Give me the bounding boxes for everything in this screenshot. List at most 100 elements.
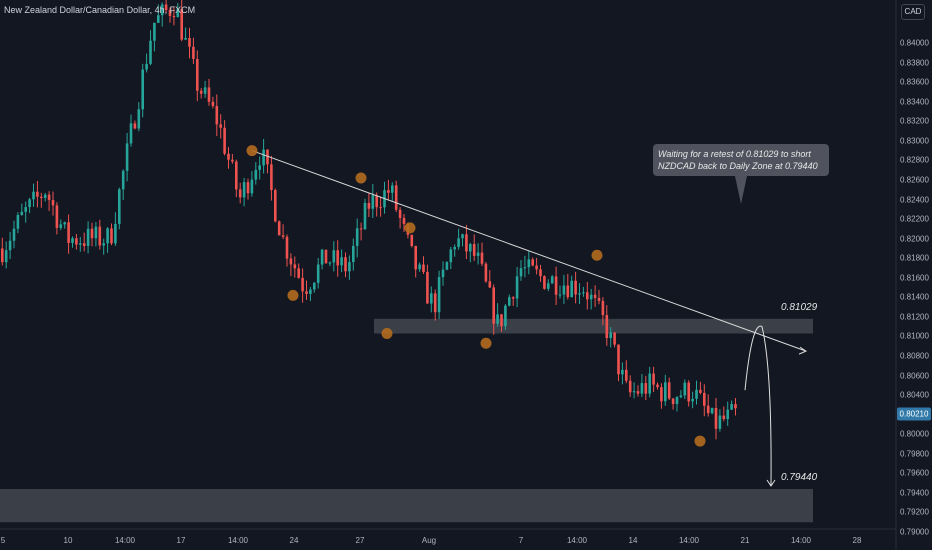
trade-note-callout[interactable]: Waiting for a retest of 0.81029 to short… xyxy=(653,144,829,176)
candle-body xyxy=(90,228,94,239)
candle-body xyxy=(687,382,690,402)
candle-body xyxy=(219,124,222,128)
swing-point-marker xyxy=(480,337,492,349)
candle-body xyxy=(98,226,102,246)
time-tick-label: 28 xyxy=(852,536,862,545)
candle-body xyxy=(75,238,78,245)
candle-body xyxy=(726,409,729,420)
candle-body xyxy=(203,87,207,94)
lower-level-label: 0.79440 xyxy=(781,471,818,483)
candle-body xyxy=(47,194,51,201)
candle-body xyxy=(621,369,624,375)
candle-body xyxy=(231,159,234,162)
time-tick-label: 14 xyxy=(628,536,638,545)
candle-body xyxy=(145,63,148,70)
candle-body xyxy=(371,195,375,209)
time-tick-label: 7 xyxy=(518,536,524,545)
price-tick-label: 0.80000 xyxy=(900,429,929,439)
candle-body xyxy=(363,202,367,230)
candle-body xyxy=(67,222,70,243)
candle-body xyxy=(184,37,187,40)
time-tick-label: 27 xyxy=(355,536,365,545)
candle-body xyxy=(484,263,488,282)
candle-body xyxy=(699,389,702,393)
candle-body xyxy=(180,8,183,40)
candle-body xyxy=(636,391,640,394)
candle-body xyxy=(215,106,219,125)
candle-body xyxy=(671,398,675,405)
time-tick-label: Aug xyxy=(421,536,437,545)
candle-body xyxy=(691,398,694,402)
candle-body xyxy=(199,90,203,94)
candle-body xyxy=(387,190,390,193)
candle-body xyxy=(106,228,109,244)
candle-body xyxy=(476,252,480,256)
candle-body xyxy=(79,243,82,245)
candle-body xyxy=(652,373,655,385)
candle-body xyxy=(332,250,336,263)
candle-body xyxy=(617,344,620,375)
candle-body xyxy=(445,262,449,270)
candle-body xyxy=(192,46,195,59)
candle-body xyxy=(242,182,246,198)
candle-body xyxy=(20,211,24,216)
projected-path xyxy=(744,325,772,485)
candle-body xyxy=(71,238,74,243)
price-tick-label: 0.83800 xyxy=(900,58,929,68)
price-tick-label: 0.81600 xyxy=(900,273,929,283)
projected-path-arrowhead xyxy=(766,479,776,487)
daily-demand-zone xyxy=(0,488,813,523)
candle-body xyxy=(227,153,230,160)
candle-body xyxy=(539,269,542,277)
candle-body xyxy=(593,294,597,298)
price-tick-label: 0.79200 xyxy=(900,507,929,517)
currency-badge[interactable]: CAD xyxy=(901,4,925,20)
price-tick-label: 0.82000 xyxy=(900,234,929,244)
candle-body xyxy=(82,243,86,246)
candle-body xyxy=(266,149,269,165)
candle-body xyxy=(441,269,445,278)
swing-point-marker xyxy=(404,222,416,234)
candle-body xyxy=(414,245,417,270)
candle-body xyxy=(508,297,511,306)
candle-body xyxy=(133,123,137,129)
candle-body xyxy=(125,143,129,171)
candle-body xyxy=(367,202,371,209)
candle-body xyxy=(207,87,211,102)
candle-body xyxy=(301,277,304,292)
candle-body xyxy=(722,415,726,420)
candle-body xyxy=(211,101,215,107)
candle-body xyxy=(480,252,484,264)
candle-body xyxy=(570,280,573,298)
candle-body xyxy=(94,226,98,239)
candle-body xyxy=(469,244,472,252)
candle-body xyxy=(4,250,8,263)
candle-body xyxy=(277,221,281,236)
candle-body xyxy=(714,407,718,429)
price-tick-label: 0.79000 xyxy=(900,527,929,537)
candle-body xyxy=(320,249,324,265)
price-tick-label: 0.81800 xyxy=(900,253,929,263)
time-tick-label: 24 xyxy=(289,536,299,545)
price-tick-label: 0.83200 xyxy=(900,116,929,126)
candle-body xyxy=(391,185,394,193)
time-tick-label: 17 xyxy=(176,536,186,545)
price-tick-label: 0.80800 xyxy=(900,351,929,361)
candle-body xyxy=(262,149,265,166)
candle-body xyxy=(433,293,437,313)
candle-body xyxy=(348,262,351,272)
candle-body xyxy=(12,228,16,241)
candle-body xyxy=(730,404,733,410)
candle-body xyxy=(675,397,679,405)
candle-body xyxy=(578,293,581,295)
candle-body xyxy=(285,236,289,259)
time-tick-label: 21 xyxy=(740,536,750,545)
candle-body xyxy=(398,209,402,218)
candle-body xyxy=(153,22,156,41)
candle-body xyxy=(527,259,531,268)
price-tick-label: 0.84000 xyxy=(900,38,929,48)
candle-body xyxy=(601,300,605,316)
candle-body xyxy=(274,190,277,222)
candle-body xyxy=(164,4,168,11)
